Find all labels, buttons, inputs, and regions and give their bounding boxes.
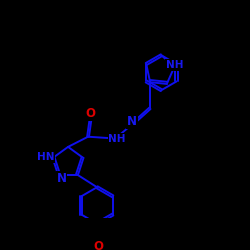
Text: N: N [127,115,137,128]
Text: NH: NH [166,60,183,70]
Text: HN: HN [37,152,54,162]
Text: NH: NH [108,134,126,143]
Text: O: O [86,107,96,120]
Text: O: O [93,240,103,250]
Text: N: N [57,172,67,185]
